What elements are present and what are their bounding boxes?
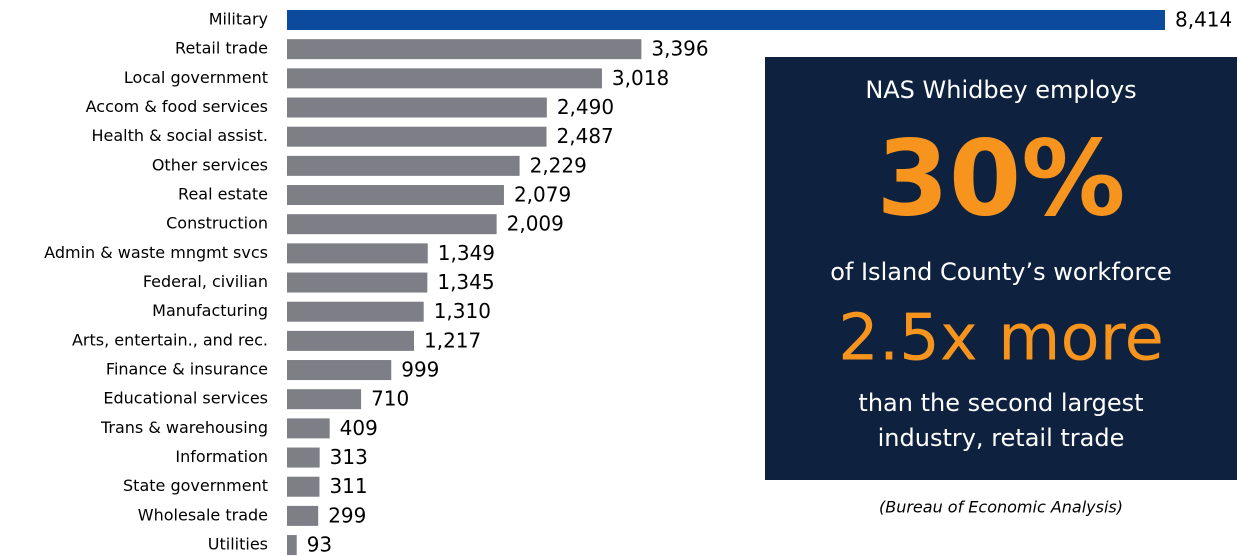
callout-box — [765, 57, 1237, 480]
callout-multiple: 2.5x more — [838, 302, 1164, 376]
bar — [287, 185, 504, 206]
value-label: 2,490 — [557, 95, 614, 119]
bar — [287, 301, 424, 322]
value-label: 311 — [329, 474, 367, 498]
value-label: 710 — [371, 387, 409, 411]
category-label: Educational services — [103, 389, 268, 408]
bar — [287, 39, 642, 60]
category-label: Wholesale trade — [138, 505, 268, 524]
category-label: Real estate — [178, 185, 268, 204]
bar — [287, 243, 428, 264]
category-label: Information — [175, 447, 268, 466]
bar — [287, 97, 547, 118]
bar — [287, 389, 362, 410]
bar — [287, 272, 428, 293]
category-label: Other services — [152, 155, 268, 174]
value-label: 1,349 — [438, 241, 495, 265]
value-label: 93 — [307, 533, 332, 556]
category-label: Construction — [166, 214, 268, 233]
value-label: 2,229 — [530, 153, 587, 177]
category-label: Accom & food services — [86, 97, 268, 116]
callout-text: of Island County’s workforce — [830, 258, 1172, 286]
category-label: Finance & insurance — [106, 360, 268, 379]
value-label: 2,487 — [557, 124, 614, 148]
value-label: 2,079 — [514, 183, 571, 207]
category-label: Trans & warehousing — [100, 418, 268, 437]
bar — [287, 418, 330, 439]
value-label: 313 — [330, 445, 368, 469]
value-label: 2,009 — [507, 212, 564, 236]
bar — [287, 330, 414, 351]
bar — [287, 476, 320, 497]
callout-text: industry, retail trade — [878, 424, 1125, 452]
callout-percent: 30% — [877, 117, 1126, 239]
category-label: Utilities — [208, 535, 268, 554]
source: (Bureau of Economic Analysis) — [879, 498, 1123, 517]
bar — [287, 10, 1165, 30]
bar — [287, 126, 547, 147]
value-label: 3,018 — [612, 66, 669, 90]
category-label: Manufacturing — [152, 301, 268, 320]
value-label: 1,345 — [437, 270, 494, 294]
category-label: Retail trade — [175, 39, 268, 58]
category-label: State government — [123, 476, 268, 495]
category-label: Arts, entertain., and rec. — [72, 330, 268, 349]
bar — [287, 505, 319, 526]
bar — [287, 155, 520, 176]
bar — [287, 214, 497, 235]
callout-text: NAS Whidbey employs — [865, 76, 1136, 104]
value-label: 409 — [340, 416, 378, 440]
value-label: 8,414 — [1175, 8, 1232, 32]
callout-text: than the second largest — [858, 389, 1143, 417]
value-label: 3,396 — [651, 37, 708, 61]
value-label: 299 — [328, 503, 366, 527]
bar — [287, 535, 297, 556]
category-label: Military — [209, 10, 268, 29]
category-label: Health & social assist. — [91, 126, 268, 145]
category-label: Local government — [124, 68, 268, 87]
category-label: Admin & waste mngmt svcs — [44, 243, 268, 262]
category-label: Federal, civilian — [143, 272, 268, 291]
bar — [287, 68, 602, 89]
bar — [287, 360, 392, 381]
value-label: 1,310 — [434, 299, 491, 323]
bar — [287, 447, 320, 468]
value-label: 1,217 — [424, 328, 481, 352]
value-label: 999 — [401, 358, 439, 382]
